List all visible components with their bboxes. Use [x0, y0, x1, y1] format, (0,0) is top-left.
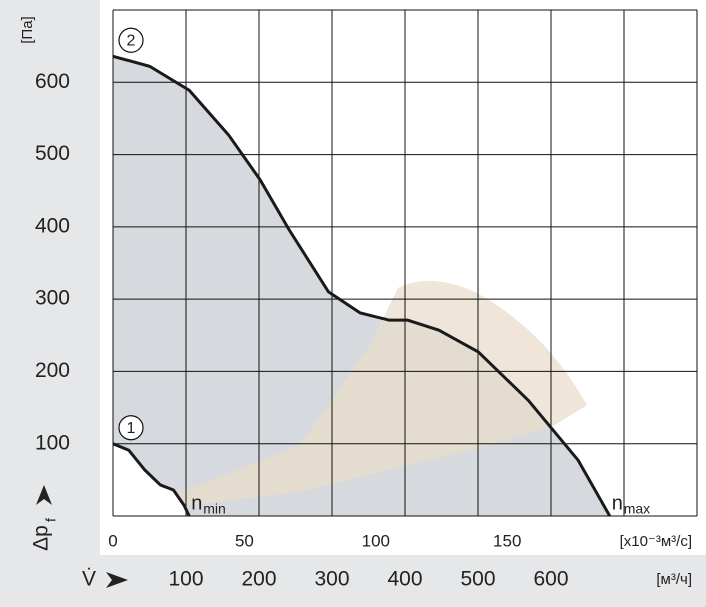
curve [112, 442, 191, 517]
curve-name: 2 [127, 32, 136, 49]
x2-tick-label: 500 [460, 568, 495, 591]
y-tick-label: 500 [35, 142, 70, 165]
x2-tick-label: 600 [533, 568, 568, 591]
curve-end-sub: max [624, 501, 650, 517]
x-arrow [106, 572, 128, 588]
y-tick-label: 400 [35, 214, 70, 237]
curve-marker [118, 415, 144, 441]
curve-end-sub: min [203, 501, 226, 517]
y-tick-label: 200 [35, 359, 70, 382]
curve-name: 1 [127, 420, 136, 437]
y-symbol-sub: f [43, 518, 59, 522]
x2-tick-label: 400 [387, 568, 422, 591]
curve-end-label: n [191, 492, 202, 514]
x-unit: [x10⁻³м³/с] [620, 533, 692, 550]
x-symbol: V̇ [82, 568, 96, 591]
curve [112, 54, 612, 517]
y-symbol: Δp [30, 525, 53, 551]
x2-tick-label: 100 [168, 568, 203, 591]
bottom-band [0, 555, 706, 607]
x2-tick-label: 200 [241, 568, 276, 591]
y-tick-label: 100 [35, 431, 70, 454]
curve-end-label: n [612, 492, 623, 514]
x2-tick-label: 300 [314, 568, 349, 591]
min-area [113, 443, 190, 516]
x-tick-label: 0 [108, 531, 117, 550]
efficiency-zone [130, 280, 587, 512]
y-unit: [Па] [19, 16, 36, 43]
y-arrow [36, 485, 52, 505]
side-band [0, 0, 100, 607]
curve-marker [118, 27, 144, 53]
x-tick-label: 150 [493, 531, 521, 550]
y-tick-label: 600 [35, 70, 70, 93]
y-tick-label: 300 [35, 287, 70, 310]
x-tick-label: 100 [362, 531, 390, 550]
x2-unit: [м³/ч] [656, 571, 692, 588]
x-tick-label: 50 [235, 531, 254, 550]
